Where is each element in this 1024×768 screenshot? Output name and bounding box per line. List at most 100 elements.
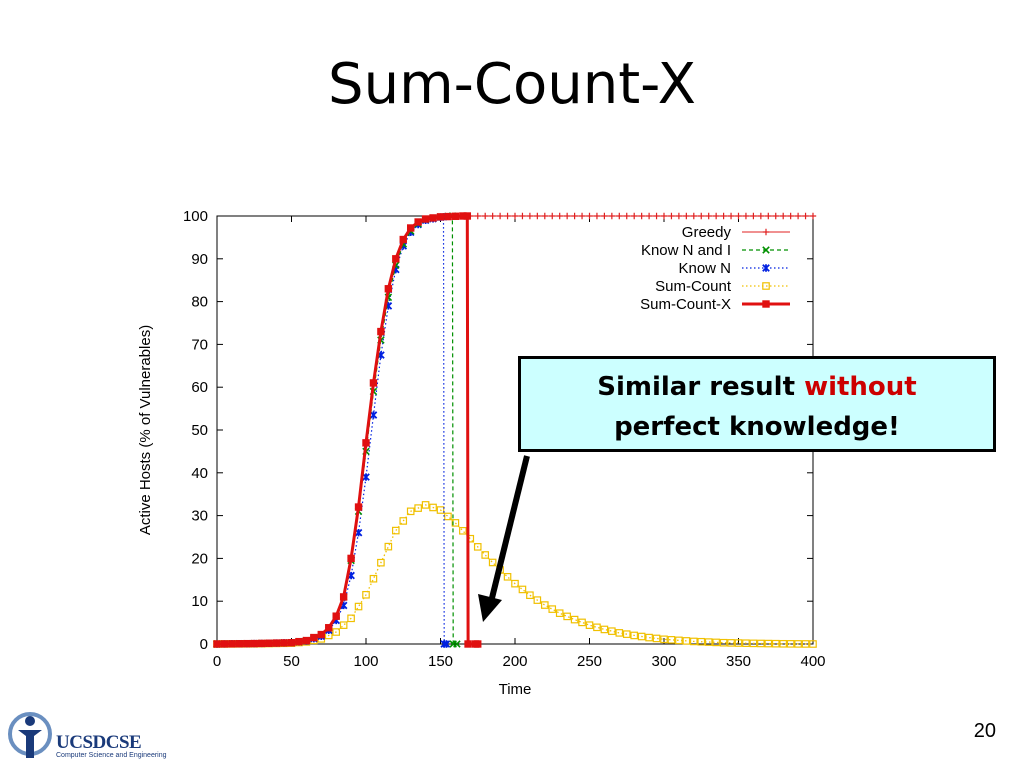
- data-point: [392, 526, 400, 535]
- data-point: [429, 503, 437, 512]
- legend-label: Greedy: [682, 224, 732, 241]
- data-point: [765, 212, 772, 220]
- data-point: [504, 212, 511, 220]
- y-tick-label: 10: [191, 593, 208, 610]
- data-point: [442, 640, 451, 648]
- data-point: [407, 224, 415, 232]
- data-point: [771, 639, 780, 648]
- data-point: [772, 212, 779, 220]
- series-know-n-and-i: [213, 212, 461, 648]
- data-point: [735, 212, 742, 220]
- x-tick-label: 0: [213, 653, 221, 670]
- data-point: [444, 212, 452, 221]
- legend-label: Sum-Count-X: [640, 296, 731, 313]
- data-point: [369, 574, 378, 583]
- legend-marker: [762, 282, 770, 290]
- y-tick-label: 90: [191, 251, 208, 268]
- data-point: [749, 639, 758, 648]
- data-point: [503, 573, 512, 581]
- callout-text-emphasis: without: [804, 372, 917, 402]
- data-point: [683, 212, 690, 220]
- series-know-n: [213, 213, 451, 648]
- data-point: [608, 627, 616, 635]
- data-point: [453, 640, 461, 648]
- data-point: [534, 212, 541, 220]
- y-tick-label: 50: [191, 422, 208, 439]
- data-point: [719, 638, 728, 647]
- legend-marker: [762, 264, 770, 272]
- data-point: [399, 235, 407, 244]
- data-point: [406, 507, 415, 516]
- arrow-shaft: [489, 455, 530, 599]
- data-point: [481, 551, 490, 559]
- data-point: [638, 212, 645, 220]
- logo-name: UCSDCSE: [56, 732, 142, 753]
- data-point: [585, 621, 594, 629]
- data-point: [463, 212, 472, 220]
- data-point: [563, 612, 571, 621]
- data-point: [347, 614, 355, 623]
- data-point: [464, 640, 472, 648]
- page-number: 20: [973, 720, 996, 742]
- data-point: [377, 327, 385, 336]
- data-point: [601, 212, 608, 220]
- data-point: [436, 506, 445, 514]
- data-point: [325, 624, 333, 632]
- y-tick-label: 30: [191, 508, 208, 525]
- data-point: [488, 558, 497, 567]
- data-point: [697, 637, 706, 646]
- data-point: [459, 526, 467, 535]
- data-point: [578, 212, 586, 220]
- data-point: [489, 212, 496, 220]
- data-point: [757, 212, 765, 220]
- data-point: [339, 593, 348, 601]
- data-point: [518, 585, 527, 594]
- data-point: [705, 212, 712, 220]
- data-point: [616, 212, 623, 220]
- x-tick-label: 100: [353, 653, 378, 670]
- data-point: [712, 212, 720, 220]
- data-point: [332, 612, 340, 620]
- data-point: [377, 558, 385, 567]
- data-point: [474, 212, 481, 220]
- series-sum-count: [213, 501, 817, 648]
- data-point: [362, 590, 370, 599]
- data-point: [690, 212, 697, 220]
- series-line: [216, 216, 447, 645]
- data-point: [794, 640, 802, 648]
- data-point: [750, 212, 757, 220]
- data-point: [429, 214, 437, 222]
- data-point: [570, 615, 579, 624]
- y-tick-label: 40: [191, 465, 208, 482]
- legend-marker: [762, 300, 770, 308]
- data-point: [354, 503, 363, 511]
- data-point: [742, 639, 750, 647]
- data-point: [801, 640, 810, 648]
- data-point: [354, 602, 363, 611]
- data-point: [764, 639, 773, 648]
- data-point: [623, 212, 630, 220]
- data-point: [451, 212, 460, 220]
- data-point: [540, 601, 549, 609]
- data-point: [384, 285, 393, 293]
- data-point: [689, 637, 698, 646]
- data-point: [555, 609, 564, 617]
- data-point: [473, 543, 482, 551]
- data-point: [742, 212, 750, 220]
- data-point: [511, 212, 519, 220]
- data-point: [258, 639, 266, 648]
- data-point: [280, 639, 288, 647]
- legend-label: Know N and I: [641, 242, 731, 259]
- data-point: [444, 512, 452, 521]
- data-point: [362, 439, 370, 447]
- data-point: [637, 632, 646, 641]
- x-tick-label: 150: [428, 653, 453, 670]
- data-point: [474, 640, 482, 648]
- y-tick-label: 20: [191, 550, 208, 567]
- data-point: [645, 633, 653, 642]
- series-line: [216, 504, 814, 645]
- data-point: [317, 630, 326, 639]
- data-point: [668, 212, 675, 220]
